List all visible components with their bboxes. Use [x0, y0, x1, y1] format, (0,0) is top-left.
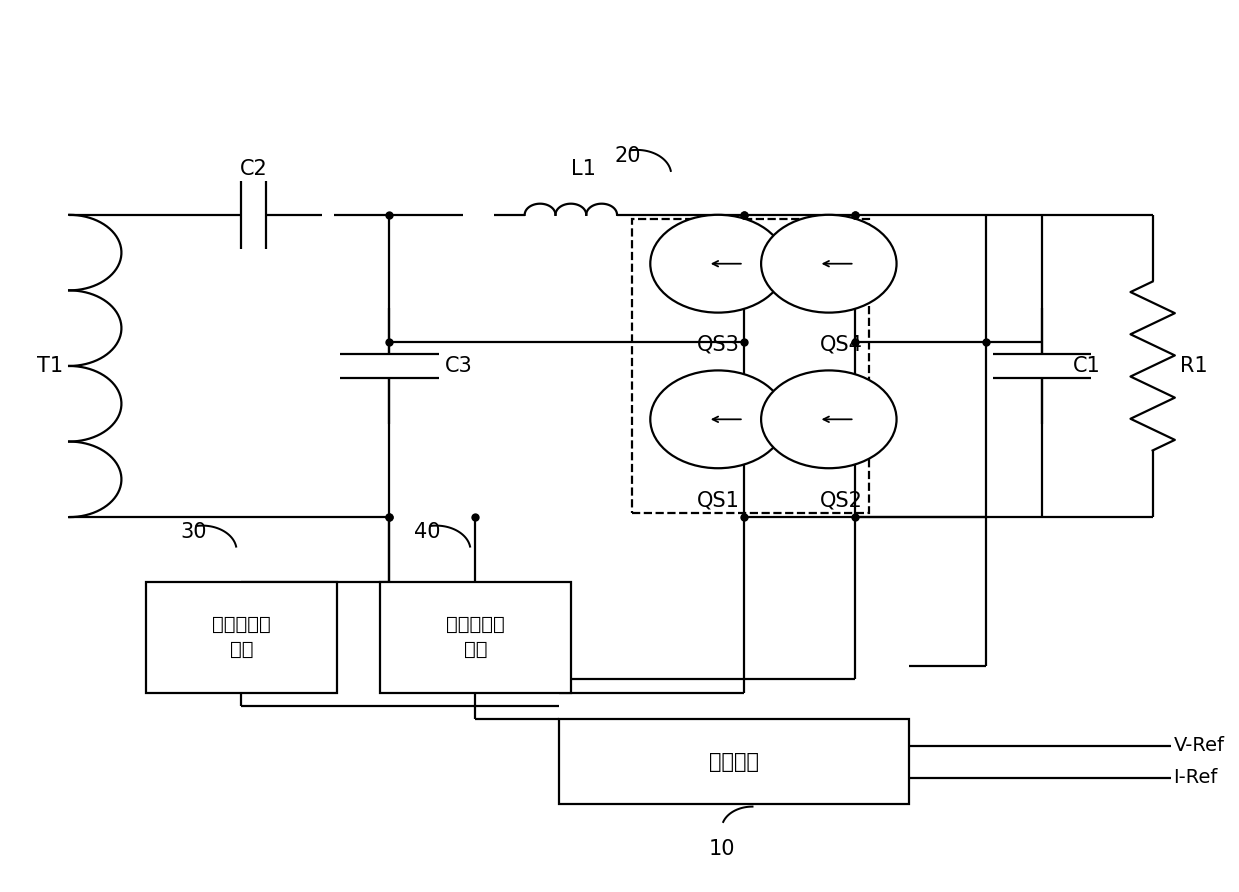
Text: C3: C3 [445, 356, 472, 376]
Text: C1: C1 [1073, 356, 1100, 376]
Circle shape [761, 215, 897, 312]
Circle shape [650, 215, 786, 312]
Text: R1: R1 [1180, 356, 1207, 376]
FancyBboxPatch shape [146, 582, 337, 693]
Text: QS2: QS2 [820, 491, 862, 510]
Text: 40: 40 [414, 522, 440, 541]
Text: I-Ref: I-Ref [1173, 768, 1218, 787]
FancyBboxPatch shape [559, 720, 909, 804]
Text: QS1: QS1 [696, 491, 740, 510]
Text: 30: 30 [180, 522, 207, 541]
Circle shape [761, 370, 897, 468]
Circle shape [650, 370, 786, 468]
Text: T1: T1 [37, 356, 63, 376]
Text: C2: C2 [240, 160, 268, 179]
Text: L1: L1 [571, 160, 596, 179]
FancyBboxPatch shape [380, 582, 571, 693]
Text: 10: 10 [709, 839, 735, 860]
Text: QS3: QS3 [696, 334, 740, 355]
Text: 第一模拟乘
法器: 第一模拟乘 法器 [212, 615, 271, 659]
Text: V-Ref: V-Ref [1173, 736, 1224, 756]
Text: 第二模拟乘
法器: 第二模拟乘 法器 [446, 615, 504, 659]
Text: 20: 20 [615, 146, 641, 166]
Text: QS4: QS4 [820, 334, 862, 355]
Text: 处理芯片: 处理芯片 [709, 752, 760, 772]
